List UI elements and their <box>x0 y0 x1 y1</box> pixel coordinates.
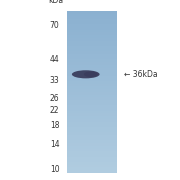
Bar <box>67 162 117 165</box>
Text: 33: 33 <box>50 76 59 85</box>
Ellipse shape <box>84 71 98 77</box>
Bar <box>67 140 117 143</box>
Bar <box>67 57 117 59</box>
Bar <box>67 51 117 54</box>
Bar <box>67 116 117 119</box>
Bar <box>67 46 117 49</box>
Bar <box>67 151 117 154</box>
Bar <box>67 148 117 151</box>
Bar <box>67 14 117 16</box>
Text: kDa: kDa <box>48 0 63 5</box>
Bar <box>67 138 117 140</box>
Bar <box>67 73 117 76</box>
Bar <box>67 54 117 57</box>
Bar <box>67 157 117 159</box>
Bar <box>67 132 117 135</box>
Bar <box>67 146 117 148</box>
Bar <box>67 100 117 103</box>
Bar <box>67 70 117 73</box>
Bar <box>67 27 117 30</box>
Bar <box>67 103 117 105</box>
Bar <box>67 22 117 24</box>
Bar <box>67 49 117 51</box>
Bar <box>67 19 117 22</box>
Bar <box>67 62 117 65</box>
Text: ← 36kDa: ← 36kDa <box>124 70 158 79</box>
Bar <box>67 86 117 89</box>
Text: 70: 70 <box>50 21 59 30</box>
Bar <box>67 30 117 32</box>
Bar <box>67 59 117 62</box>
Bar <box>67 97 117 100</box>
Bar <box>67 167 117 170</box>
Text: 26: 26 <box>50 94 59 103</box>
Text: 22: 22 <box>50 106 59 115</box>
Bar <box>67 159 117 162</box>
Bar <box>67 81 117 84</box>
Bar <box>67 38 117 40</box>
Bar <box>67 84 117 86</box>
Bar <box>67 135 117 138</box>
Bar <box>67 105 117 108</box>
Bar <box>67 11 117 13</box>
Bar <box>67 24 117 27</box>
Bar <box>67 143 117 146</box>
Bar <box>67 89 117 92</box>
Bar <box>67 40 117 43</box>
Bar <box>67 94 117 97</box>
Text: 14: 14 <box>50 140 59 149</box>
Bar <box>67 16 117 19</box>
Bar <box>67 119 117 122</box>
Bar <box>67 92 117 94</box>
Text: 44: 44 <box>50 55 59 64</box>
Bar <box>67 154 117 157</box>
Bar <box>67 65 117 68</box>
Text: 18: 18 <box>50 121 59 130</box>
Text: 10: 10 <box>50 165 59 174</box>
Bar <box>67 124 117 127</box>
Bar <box>67 165 117 167</box>
Bar <box>67 122 117 124</box>
Bar <box>67 127 117 130</box>
Bar <box>67 32 117 35</box>
Bar <box>67 43 117 46</box>
Bar <box>67 76 117 78</box>
Bar <box>67 35 117 38</box>
Bar <box>67 111 117 113</box>
Bar <box>67 170 117 173</box>
Bar <box>67 113 117 116</box>
Bar <box>67 108 117 111</box>
Ellipse shape <box>72 70 100 78</box>
Bar <box>67 130 117 132</box>
Bar <box>67 78 117 81</box>
Bar <box>67 68 117 70</box>
